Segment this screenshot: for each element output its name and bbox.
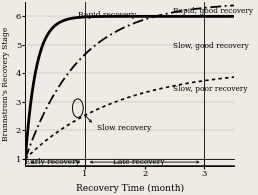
Text: Slow, poor recovery: Slow, poor recovery xyxy=(173,85,248,93)
Text: Rapid recovery—: Rapid recovery— xyxy=(78,11,143,19)
Y-axis label: Brunnstrom's Recovery Stage: Brunnstrom's Recovery Stage xyxy=(2,27,10,141)
Text: Early recovery: Early recovery xyxy=(25,158,79,166)
Text: Late recovery: Late recovery xyxy=(113,158,164,166)
Text: Rapid, good recovery: Rapid, good recovery xyxy=(173,7,253,15)
Text: Slow, good recovery: Slow, good recovery xyxy=(173,42,249,50)
X-axis label: Recovery Time (month): Recovery Time (month) xyxy=(76,184,184,193)
Text: Slow recovery: Slow recovery xyxy=(97,124,151,132)
